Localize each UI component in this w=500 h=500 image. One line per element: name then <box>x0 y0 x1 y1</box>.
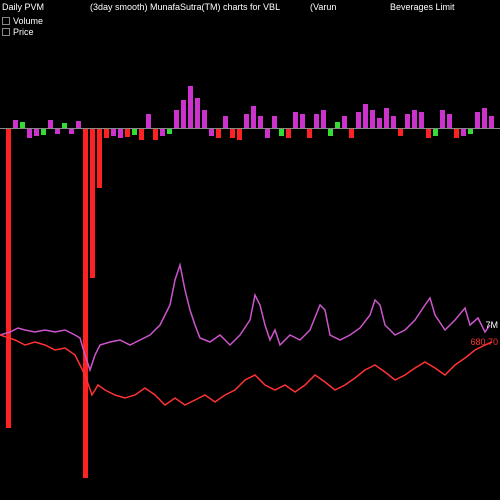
bar <box>41 128 46 135</box>
bar <box>125 128 130 137</box>
bar <box>223 116 228 128</box>
bar <box>174 110 179 128</box>
bar <box>237 128 242 140</box>
upper-bar-chart <box>0 20 500 200</box>
chart-header: Daily PVM (3day smooth) MunafaSutra(TM) … <box>0 2 500 16</box>
bar <box>181 100 186 128</box>
bar <box>384 108 389 128</box>
lower-line-chart <box>0 250 500 480</box>
bar <box>34 128 39 136</box>
bar <box>482 108 487 128</box>
bar <box>433 128 438 136</box>
bar <box>27 128 32 138</box>
bar <box>132 128 137 135</box>
bar <box>244 114 249 128</box>
bar <box>293 112 298 128</box>
bar <box>314 114 319 128</box>
bar <box>188 86 193 128</box>
bar <box>349 128 354 138</box>
header-daily: Daily PVM <box>2 2 44 12</box>
bar <box>300 114 305 128</box>
bar <box>461 128 466 136</box>
bar <box>202 110 207 128</box>
label-price: 680.70 <box>470 337 498 347</box>
bar <box>307 128 312 138</box>
bar <box>251 106 256 128</box>
bar <box>209 128 214 136</box>
bar <box>377 118 382 128</box>
bar <box>412 110 417 128</box>
bar <box>272 116 277 128</box>
bar <box>265 128 270 138</box>
header-smooth: (3day smooth) MunafaSutra(TM) charts for… <box>90 2 280 12</box>
bar <box>153 128 158 140</box>
price-line <box>0 335 492 405</box>
bars-container <box>0 20 500 200</box>
bar <box>230 128 235 138</box>
bar <box>328 128 333 136</box>
bar <box>356 112 361 128</box>
bar <box>286 128 291 138</box>
bar <box>447 114 452 128</box>
bar <box>398 128 403 136</box>
bar <box>104 128 109 138</box>
bar <box>363 104 368 128</box>
bar <box>391 116 396 128</box>
label-7m: 7M <box>485 320 498 330</box>
bar <box>342 116 347 128</box>
bar <box>279 128 284 136</box>
bar <box>111 128 116 136</box>
bar <box>405 114 410 128</box>
bar <box>321 110 326 128</box>
bar <box>118 128 123 138</box>
baseline <box>0 128 500 129</box>
bar <box>97 128 102 188</box>
bar <box>13 120 18 128</box>
lines-svg <box>0 250 500 480</box>
bar <box>426 128 431 138</box>
header-company2: Beverages Limit <box>390 2 455 12</box>
bar <box>76 121 81 128</box>
bar <box>48 120 53 128</box>
bar <box>440 110 445 128</box>
bar <box>216 128 221 138</box>
bar <box>160 128 165 136</box>
bar <box>489 116 494 128</box>
bar <box>475 112 480 128</box>
bar <box>454 128 459 138</box>
bar <box>258 116 263 128</box>
bar <box>195 98 200 128</box>
header-company1: (Varun <box>310 2 336 12</box>
bar <box>419 112 424 128</box>
bar <box>146 114 151 128</box>
bar <box>370 110 375 128</box>
bar <box>139 128 144 140</box>
